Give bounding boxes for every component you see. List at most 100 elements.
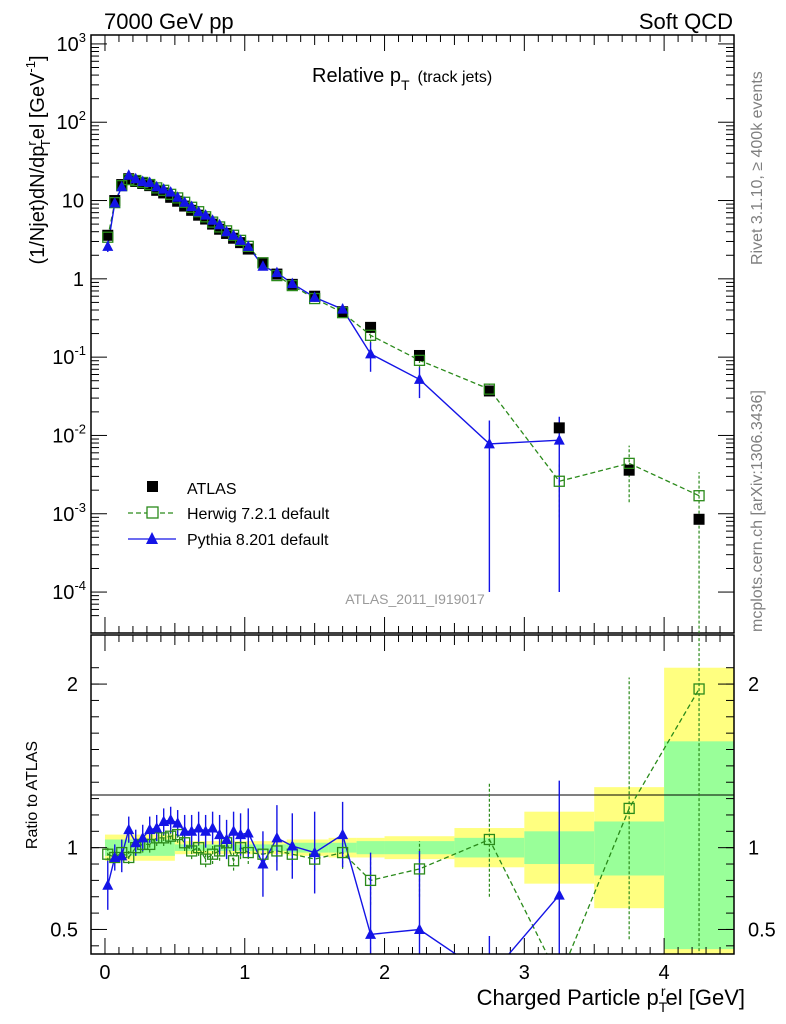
pythia-point <box>286 277 298 289</box>
pythia-point <box>158 183 170 194</box>
pythia-point <box>151 180 163 192</box>
ratio-pythia-point <box>309 846 321 858</box>
pythia-line <box>107 174 560 445</box>
ratio-herwig-point <box>151 832 163 844</box>
ratio-xlabel-end: el [GeV] <box>666 985 745 1010</box>
ratio-xlabel-sub: T <box>659 999 668 1015</box>
ratio-herwig-point <box>271 845 283 857</box>
top-ytick-label: 103 <box>57 30 86 56</box>
ratio-herwig-point <box>364 874 377 887</box>
pythia-point <box>144 176 156 187</box>
legend-marker-atlas <box>147 481 158 492</box>
main-panel-frame <box>90 34 735 634</box>
top-ytick-label: 102 <box>57 108 86 134</box>
energy-label: 7000 GeV pp <box>104 9 234 34</box>
pythia-point <box>193 205 205 217</box>
pythia-point <box>365 347 377 359</box>
ratio-pythia-point <box>553 889 565 900</box>
ratio-xlabel-sup: r <box>661 983 666 999</box>
ratio-pythia-point <box>242 826 254 838</box>
top-ytick-label: 10-1 <box>52 343 86 369</box>
main-ylabel: (1/Njet)dN/dprTel [GeV-1] <box>23 55 53 264</box>
ratio-pythia-point <box>207 822 219 833</box>
atlas-point <box>553 422 565 434</box>
ratio-pythia-point <box>257 858 269 869</box>
legend-marker-pythia <box>146 532 158 544</box>
ratio-pythia-point <box>221 833 233 844</box>
pythia-point <box>179 196 191 207</box>
ratio-pythia-point <box>200 825 212 836</box>
ratio-pythia-point <box>193 822 205 833</box>
ratio-herwig-point <box>144 838 156 851</box>
pythia-point <box>109 196 121 208</box>
mcplots-label: mcplots.cern.ch [arXiv:1306.3436] <box>749 390 766 632</box>
pythia-point <box>413 373 425 384</box>
herwig-point <box>623 457 635 470</box>
pythia-point <box>102 240 114 251</box>
ratio-band-inner <box>356 841 385 855</box>
legend-label-pythia: Pythia 8.201 default <box>187 532 329 549</box>
ratio-pythia-point <box>271 831 283 843</box>
ratio-pythia-point <box>179 825 191 836</box>
ratio-ytick-label-right: 1 <box>748 838 759 860</box>
pythia-point <box>137 175 149 187</box>
herwig-point <box>483 383 496 395</box>
ratio-band-inner <box>384 841 455 855</box>
atlas-point <box>483 385 495 397</box>
ratio-xtick-label: 0 <box>99 962 110 984</box>
top-ytick-label: 10-2 <box>52 421 86 447</box>
main-ylabel-sup1: r <box>24 141 39 146</box>
pythia-point <box>123 169 135 180</box>
ratio-ytick-label-right: 2 <box>748 674 759 696</box>
pythia-point <box>116 180 128 192</box>
main-title: Relative pT (track jets) <box>312 65 492 93</box>
ratio-pythia-point <box>151 822 163 833</box>
atlas-point <box>623 464 635 476</box>
herwig-line <box>107 178 700 497</box>
ratio-herwig-point <box>102 848 114 860</box>
ratio-pythia-point <box>116 849 128 861</box>
top-ytick-label: 10-3 <box>52 500 86 526</box>
atlas-point <box>102 229 114 241</box>
atlas-point <box>165 191 177 203</box>
pythia-point <box>337 303 349 314</box>
legend: ATLAS Herwig 7.2.1 default Pythia 8.201 … <box>128 481 330 549</box>
herwig-point <box>413 354 426 366</box>
ratio-ytick-label-right: 0.5 <box>748 919 776 941</box>
ratio-pythia-point <box>337 828 349 840</box>
pythia-point <box>130 172 142 184</box>
top-ytick-label: 10-4 <box>52 578 86 604</box>
ratio-pythia-point <box>137 831 149 843</box>
ratio-band-inner <box>286 842 329 853</box>
main-ylabel-a: (1/Njet)dN/dp <box>27 146 49 265</box>
ratio-herwig-point <box>179 837 191 849</box>
pythia-point <box>214 218 226 230</box>
ratio-ytick-label: 1 <box>67 838 78 860</box>
main-title-text: Relative p <box>312 65 401 87</box>
pythia-point <box>165 186 177 197</box>
atlas-point <box>365 321 377 333</box>
rivet-label: Rivet 3.1.10, ≥ 400k events <box>749 71 766 265</box>
atlas-point <box>693 513 705 525</box>
ratio-xlabel: Charged Particle pTrel [GeV] <box>477 983 745 1015</box>
ratio-pythia-point <box>165 813 177 825</box>
legend-marker-herwig <box>146 506 159 519</box>
watermark: ATLAS_2011_I919017 <box>345 591 485 607</box>
main-panel: 10-4 10-3 10-2 10-1 1 10 102 103 Relative pT (tr… <box>23 30 735 634</box>
main-title-sub: T <box>401 77 410 93</box>
ratio-herwig-point <box>206 848 219 860</box>
pythia-point <box>309 291 321 302</box>
main-title-note: (track jets) <box>418 69 493 86</box>
top-ytick-label: 10 <box>62 191 84 213</box>
ratio-band-inner <box>454 837 525 858</box>
ratio-pythia-point <box>228 825 240 836</box>
legend-label-herwig: Herwig 7.2.1 default <box>187 506 330 523</box>
legend-label-atlas: ATLAS <box>187 481 237 498</box>
ratio-herwig-point <box>242 846 254 859</box>
herwig-point <box>693 490 705 502</box>
ratio-xtick-label: 1 <box>239 962 250 984</box>
ratio-ytick-label: 0.5 <box>50 919 78 941</box>
main-ylabel-sup2: -1 <box>23 61 38 73</box>
top-ytick-label: 1 <box>73 269 84 291</box>
pythia-point <box>207 214 219 225</box>
